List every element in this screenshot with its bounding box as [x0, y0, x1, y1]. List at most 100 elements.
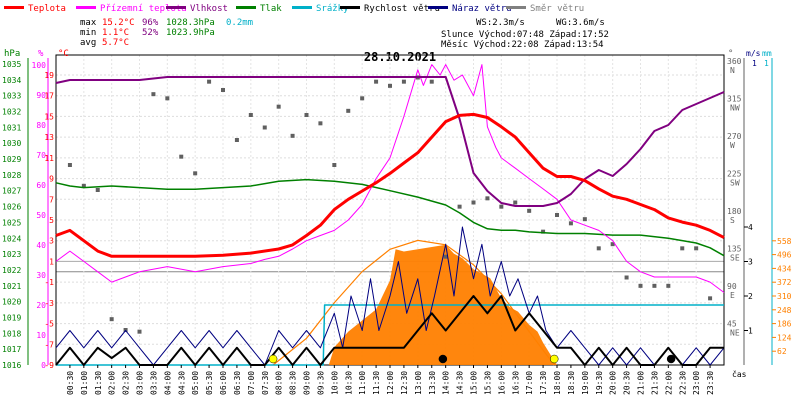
tick-hpa: 1023 — [2, 250, 21, 259]
tick-hpa: 1017 — [2, 345, 21, 354]
tick-temp: -7 — [44, 340, 54, 349]
tick-x: 08:30 — [289, 371, 298, 395]
tick-x: 07:00 — [247, 371, 256, 395]
wind-dir-point — [318, 121, 323, 126]
tick-dir: 90 — [727, 282, 737, 291]
wind-dir-point — [485, 196, 490, 201]
legend-item: Směr větru — [506, 4, 584, 14]
axes: hPa1035103410331032103110301029102810271… — [2, 49, 792, 370]
tick-dir: 270 — [727, 132, 742, 141]
tick-hpa: 1033 — [2, 92, 21, 101]
wind-dir-point — [290, 133, 295, 138]
wind-dir-point — [179, 154, 184, 159]
wind-dir-point — [151, 92, 156, 97]
tick-pct: 60 — [36, 181, 46, 190]
tick-x: 15:00 — [470, 371, 479, 395]
tick-mm: 1 — [764, 59, 769, 68]
wind-dir-point — [346, 108, 351, 113]
tick-dir-label: SW — [730, 179, 740, 188]
tick-x: 13:00 — [414, 371, 423, 395]
wind-dir-point — [332, 163, 337, 167]
tick-ms: 1 — [748, 327, 753, 336]
tick-x: 16:30 — [511, 371, 520, 395]
tick-x: 20:30 — [623, 371, 632, 395]
tick-x: 06:30 — [233, 371, 242, 395]
tick-x: 05:00 — [191, 371, 200, 395]
tick-pct: 70 — [36, 151, 46, 160]
moonset-marker — [438, 354, 448, 364]
legend-label: Směr větru — [530, 4, 584, 14]
wind-dir-point — [137, 329, 142, 334]
tick-ms: 2 — [748, 292, 753, 301]
tick-x: 18:30 — [567, 371, 576, 395]
legend-swatch — [236, 6, 256, 9]
wind-dir-point — [513, 200, 518, 205]
legend-swatch — [4, 6, 24, 9]
tick-pct: 100 — [32, 61, 47, 70]
legend-swatch — [340, 6, 360, 9]
tick-x: 17:30 — [539, 371, 548, 395]
tick-x: 03:00 — [136, 371, 145, 395]
series-wind-gust — [55, 226, 725, 366]
tick-dir-label: SE — [730, 254, 740, 263]
info-wind-speed: WS:2.3m/s — [476, 18, 525, 28]
series-ground-temp — [55, 64, 725, 293]
tick-hpa: 1020 — [2, 298, 21, 307]
tick-x: 23:00 — [692, 371, 701, 395]
axis-title-pct: % — [38, 49, 44, 59]
tick-x: 09:00 — [303, 371, 312, 395]
legend-swatch — [292, 6, 312, 9]
wind-dir-point — [555, 213, 559, 217]
wind-dir-point — [541, 229, 546, 234]
tick-x: 14:30 — [456, 371, 465, 395]
tick-hpa: 1016 — [2, 361, 21, 370]
tick-x: 10:00 — [330, 371, 339, 395]
tick-wm2: 496 — [777, 251, 792, 260]
tick-temp: -9 — [44, 361, 54, 370]
tick-temp: 13 — [44, 133, 54, 142]
wind-dir-point — [429, 79, 434, 84]
tick-hpa: 1035 — [2, 60, 21, 69]
wind-dir-point — [374, 79, 379, 84]
tick-x: 12:30 — [400, 371, 409, 395]
stat-temp: 5.7°C — [102, 38, 129, 48]
wind-dir-point — [262, 125, 267, 130]
tick-wm2: 372 — [777, 278, 792, 287]
tick-x: 04:30 — [177, 371, 186, 395]
plot-area — [55, 64, 725, 366]
tick-wm2: 124 — [777, 333, 792, 342]
tick-dir: 180 — [727, 207, 742, 216]
legend-item: Teplota — [4, 4, 66, 14]
stat-humidity: 96% — [142, 18, 159, 28]
tick-x: 19:30 — [595, 371, 604, 395]
wind-dir-point — [401, 79, 406, 84]
tick-x: 19:00 — [581, 371, 590, 395]
tick-hpa: 1024 — [2, 234, 21, 243]
tick-x: 08:00 — [275, 371, 284, 395]
tick-x: 00:30 — [66, 371, 75, 395]
tick-dir: 360 — [727, 57, 742, 66]
tick-dir-label: W — [730, 141, 735, 150]
tick-hpa: 1028 — [2, 171, 21, 180]
tick-dir: 135 — [727, 245, 742, 254]
wind-dir-point — [471, 200, 476, 205]
tick-wm2: 186 — [777, 320, 792, 329]
tick-x: 01:30 — [94, 371, 103, 395]
wind-dir-point — [95, 188, 100, 192]
legend-label: Teplota — [28, 4, 66, 14]
axis-title-mm: mm — [762, 49, 772, 58]
wind-dir-point — [568, 221, 573, 226]
tick-x: 13:30 — [428, 371, 437, 395]
tick-x: 15:30 — [483, 371, 492, 395]
chart-title: 28.10.2021 — [364, 50, 436, 64]
tick-wm2: 434 — [777, 264, 792, 273]
wind-dir-point — [680, 246, 685, 251]
wind-dir-point — [221, 88, 225, 92]
tick-wm2: 310 — [777, 292, 792, 301]
tick-temp: -5 — [44, 320, 54, 329]
tick-x: 06:00 — [219, 371, 228, 395]
tick-pct: 0 — [41, 361, 46, 370]
tick-hpa: 1031 — [2, 123, 21, 132]
tick-hpa: 1026 — [2, 203, 21, 212]
